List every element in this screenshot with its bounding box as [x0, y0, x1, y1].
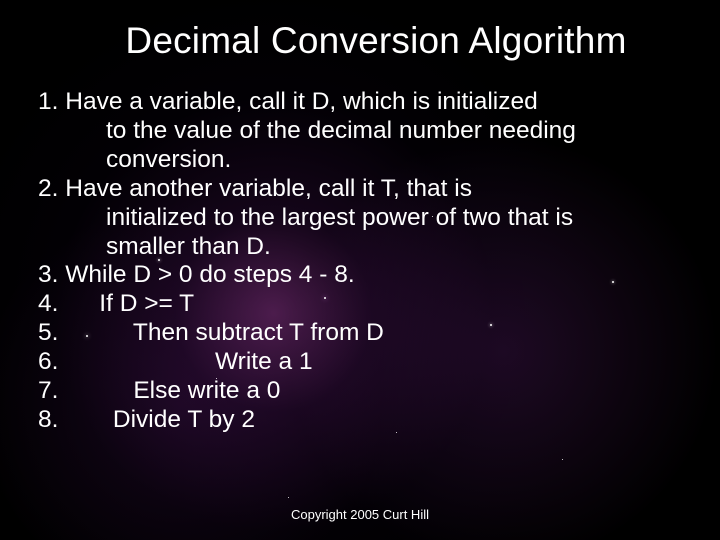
- slide: Decimal Conversion Algorithm 1. Have a v…: [0, 0, 720, 540]
- copyright-text: Copyright 2005 Curt Hill: [0, 507, 720, 522]
- item-text: Have a variable, call it D, which is ini…: [65, 88, 538, 115]
- item-number: 1.: [38, 88, 58, 115]
- slide-title: Decimal Conversion Algorithm: [38, 20, 682, 62]
- item-text: Write a 1: [215, 348, 313, 375]
- item-text: Have another variable, call it T, that i…: [65, 175, 472, 202]
- item-text: smaller than D.: [38, 233, 682, 262]
- item-text: While D > 0 do steps 4 - 8.: [65, 261, 354, 288]
- slide-body: 1. Have a variable, call it D, which is …: [38, 88, 682, 435]
- item-text: Else write a 0: [133, 377, 280, 404]
- item-text: initialized to the largest power of two …: [38, 204, 682, 233]
- item-spacer: [58, 290, 99, 317]
- list-item: 8. Divide T by 2: [38, 406, 682, 435]
- list-item: 1. Have a variable, call it D, which is …: [38, 88, 682, 175]
- list-item: 2. Have another variable, call it T, tha…: [38, 175, 682, 262]
- item-number: 4.: [38, 290, 58, 317]
- list-item: 6. Write a 1: [38, 348, 682, 377]
- item-spacer: [58, 377, 133, 404]
- item-spacer: [58, 319, 132, 346]
- item-number: 8.: [38, 406, 58, 433]
- item-text: conversion.: [38, 146, 682, 175]
- item-spacer: [58, 348, 215, 375]
- item-text: If D >= T: [99, 290, 194, 317]
- list-item: 4. If D >= T: [38, 290, 682, 319]
- list-item: 7. Else write a 0: [38, 377, 682, 406]
- item-spacer: [58, 406, 112, 433]
- item-text: Divide T by 2: [113, 406, 255, 433]
- item-number: 7.: [38, 377, 58, 404]
- item-text: to the value of the decimal number needi…: [38, 117, 682, 146]
- item-number: 6.: [38, 348, 58, 375]
- item-text: Then subtract T from D: [133, 319, 384, 346]
- item-number: 5.: [38, 319, 58, 346]
- item-number: 3.: [38, 261, 58, 288]
- list-item: 3. While D > 0 do steps 4 - 8.: [38, 261, 682, 290]
- item-number: 2.: [38, 175, 58, 202]
- list-item: 5. Then subtract T from D: [38, 319, 682, 348]
